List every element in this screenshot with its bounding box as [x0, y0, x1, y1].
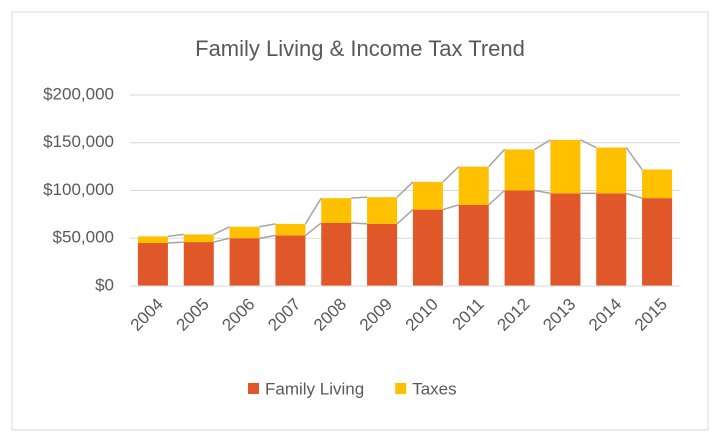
bar	[642, 169, 673, 199]
y-tick-label: $100,000	[43, 180, 114, 199]
series-line	[396, 209, 414, 225]
bar	[229, 238, 260, 286]
bar	[504, 190, 535, 286]
series-line	[304, 222, 322, 236]
y-tick-label: $200,000	[43, 84, 114, 103]
bar	[367, 223, 398, 286]
legend-label: Taxes	[412, 379, 456, 398]
series-line	[213, 237, 230, 243]
series-line	[213, 226, 230, 236]
series-line	[534, 189, 551, 195]
bar	[183, 242, 214, 286]
bar	[367, 197, 398, 224]
bar	[183, 234, 214, 243]
legend-swatch	[395, 383, 407, 394]
series-line	[534, 139, 551, 151]
bar	[412, 209, 443, 286]
bar	[550, 139, 581, 194]
bar	[550, 193, 581, 286]
series-line	[167, 233, 184, 238]
series-line	[488, 189, 506, 206]
series-line	[259, 223, 276, 228]
y-tick-label: $50,000	[53, 228, 114, 247]
y-tick-label: $0	[95, 275, 114, 294]
series-line	[396, 181, 414, 198]
bar	[596, 147, 627, 194]
series-line	[167, 241, 184, 244]
bar	[321, 222, 352, 286]
series-line	[488, 148, 506, 168]
bar	[642, 198, 673, 286]
series-line	[304, 197, 322, 225]
series-line	[351, 196, 368, 199]
legend-swatch	[248, 383, 259, 394]
bar	[596, 193, 627, 286]
legend-label: Family Living	[265, 379, 364, 398]
series-line	[442, 204, 459, 211]
bar	[321, 198, 352, 223]
y-tick-label: $150,000	[43, 132, 114, 151]
series-line	[626, 192, 643, 199]
series-line	[259, 234, 276, 239]
bar	[458, 166, 489, 205]
series-line	[580, 139, 597, 149]
chart-title: Family Living & Income Tax Trend	[195, 36, 525, 61]
bar	[137, 236, 168, 244]
bar	[229, 226, 260, 239]
bar	[275, 235, 306, 286]
series-line	[351, 222, 368, 225]
bar	[275, 223, 306, 236]
bar	[412, 181, 443, 210]
series-line	[625, 147, 643, 170]
bar	[504, 149, 535, 191]
bar	[458, 204, 489, 286]
series-line	[442, 166, 460, 183]
chart-border	[11, 11, 709, 431]
bar	[137, 243, 168, 286]
